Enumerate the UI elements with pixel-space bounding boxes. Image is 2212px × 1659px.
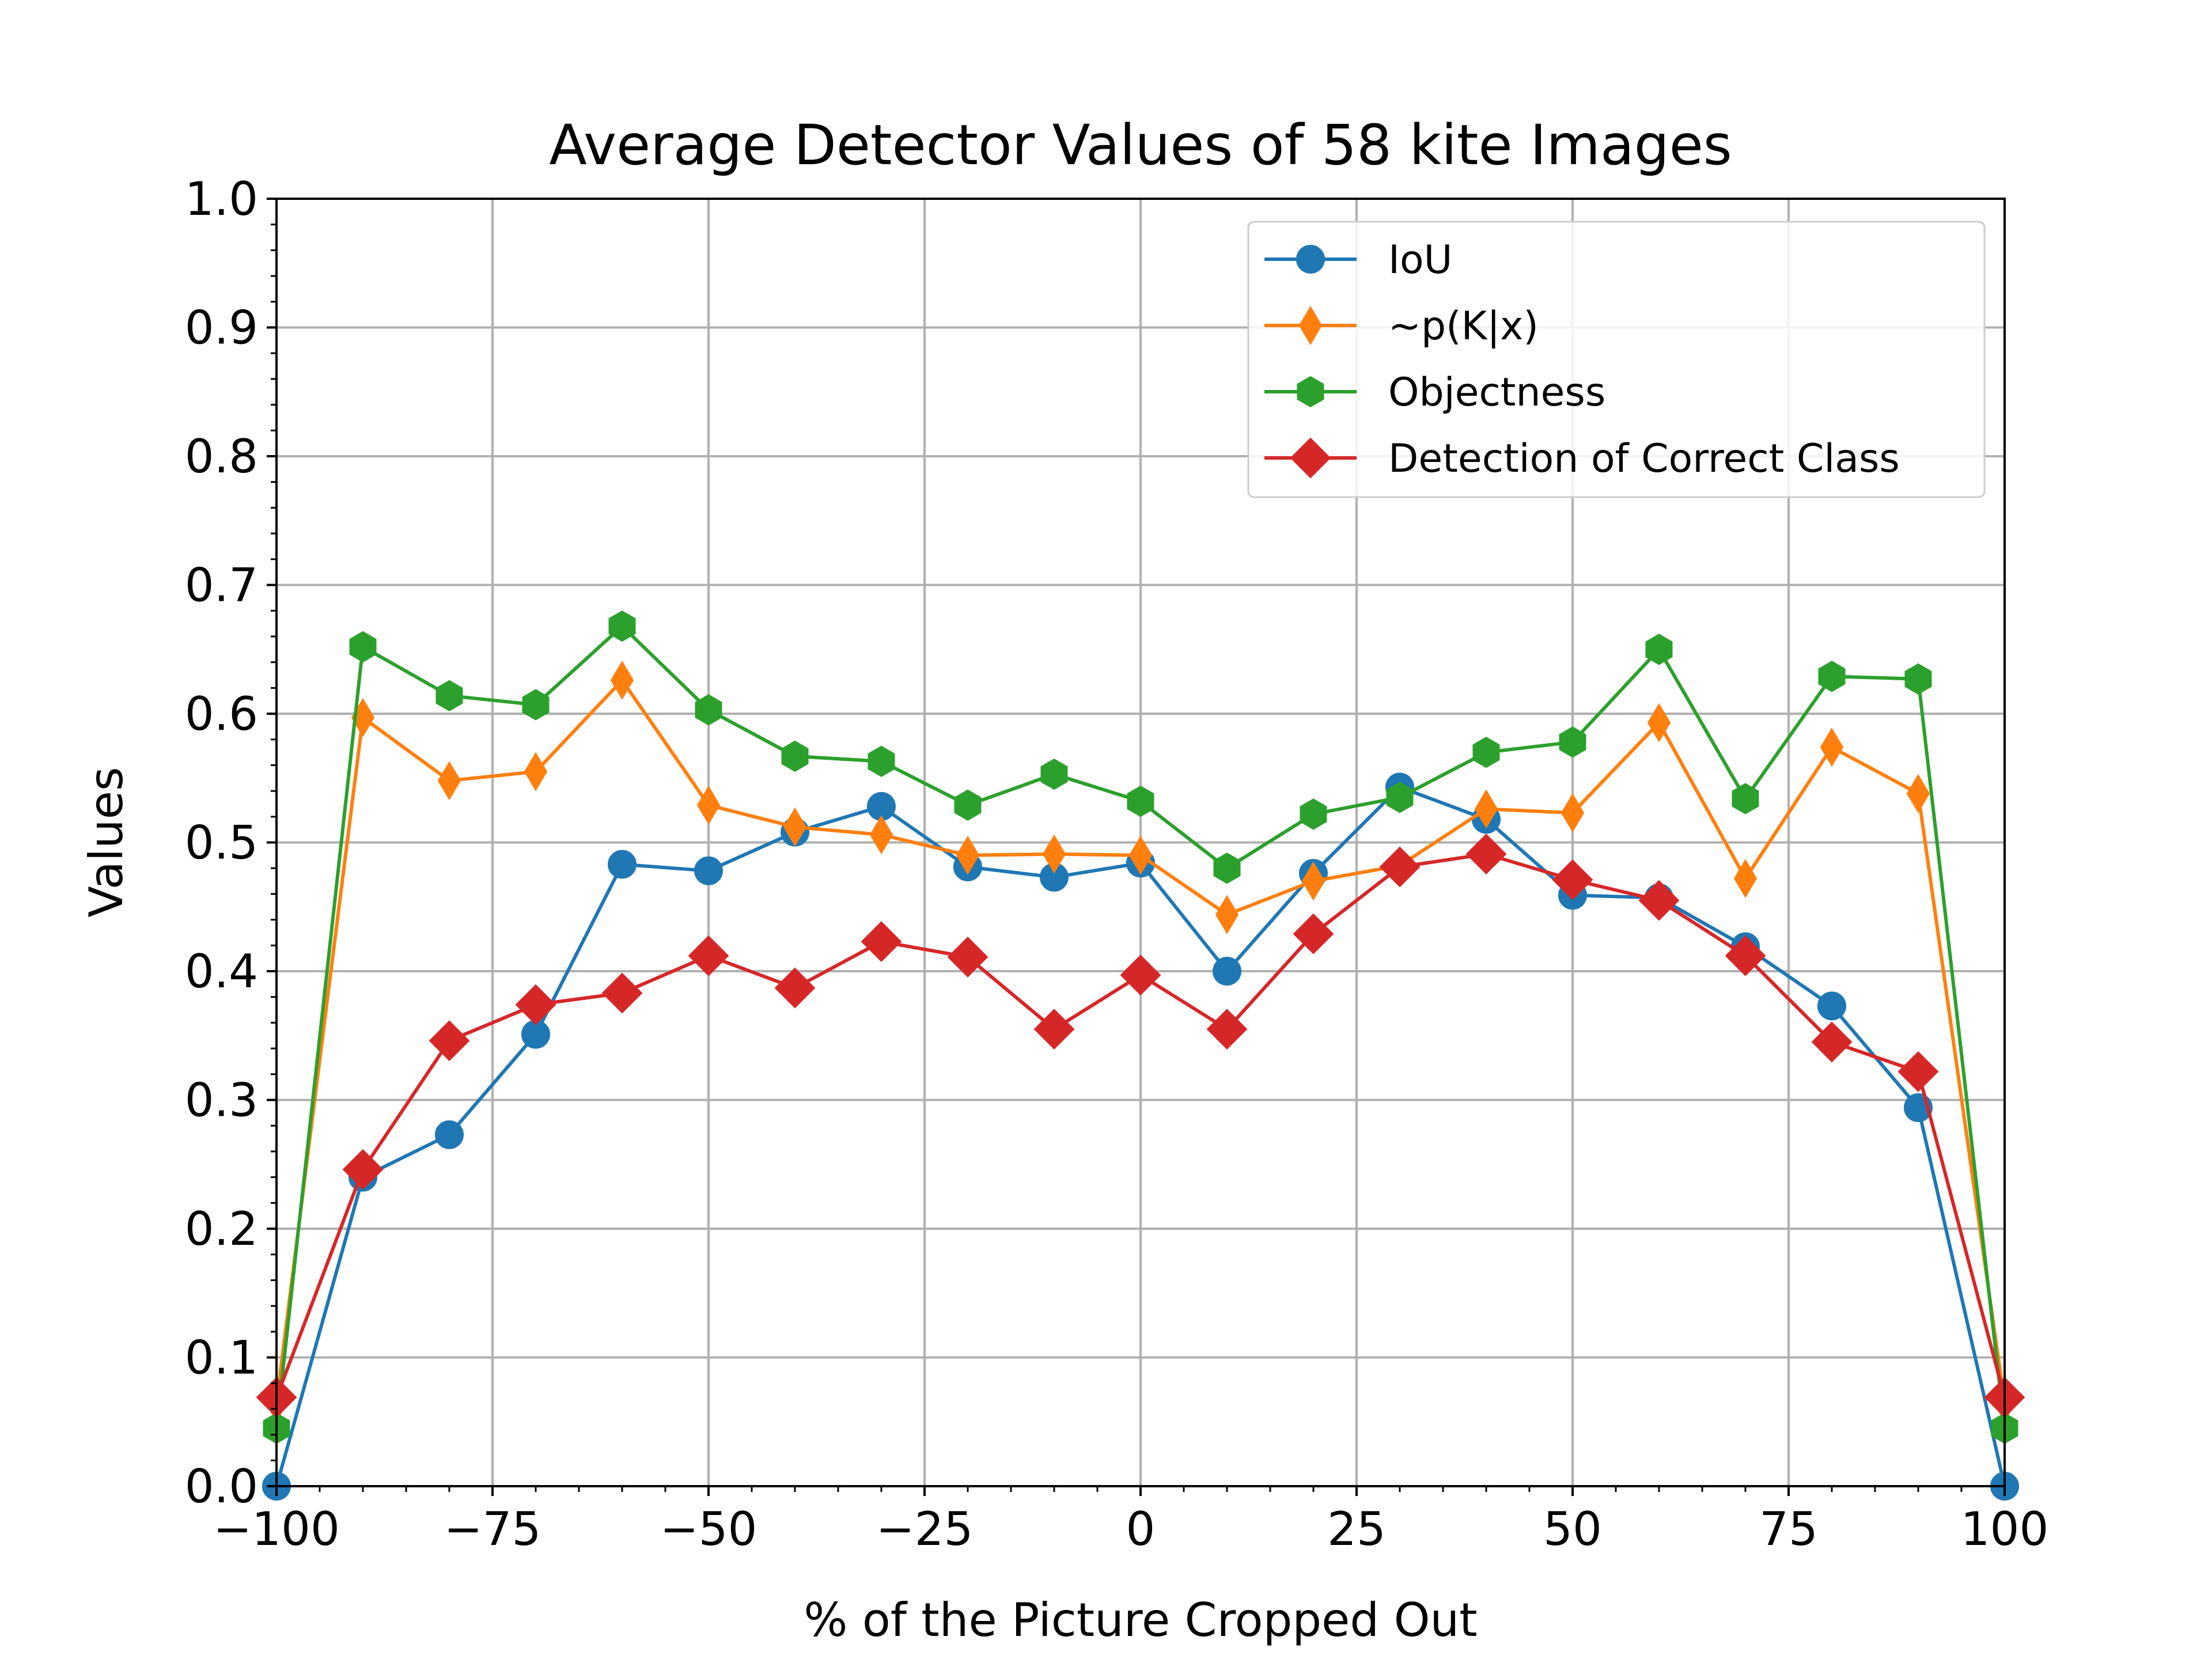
data-point (1817, 991, 1846, 1021)
data-point (1638, 880, 1680, 921)
legend-marker (1297, 376, 1324, 408)
data-point (601, 972, 643, 1014)
data-point (781, 740, 809, 772)
data-point (429, 1020, 470, 1062)
y-tick-label: 0.4 (185, 945, 258, 998)
data-point (349, 631, 377, 662)
data-point (1040, 758, 1068, 790)
data-point (1472, 736, 1500, 768)
legend: IoU ~p(K|x) Objectness Detection of Correct… (1247, 221, 1986, 498)
data-point (1215, 895, 1239, 934)
series-4 (256, 834, 2025, 1418)
data-point (1474, 789, 1498, 829)
x-tick-label: −25 (876, 1502, 974, 1556)
data-point (1552, 859, 1593, 900)
data-point (1213, 957, 1241, 986)
data-point (435, 680, 463, 711)
data-point (1120, 955, 1161, 996)
legend-marker (1298, 306, 1323, 345)
data-point (1379, 846, 1421, 888)
data-point (1811, 1021, 1853, 1063)
data-point (774, 967, 816, 1009)
data-point (696, 785, 721, 825)
data-point (1725, 935, 1766, 976)
data-point (956, 835, 980, 875)
data-point (1386, 782, 1414, 813)
x-tick-label: −75 (444, 1502, 541, 1556)
data-point (1033, 1009, 1075, 1050)
data-point (1645, 634, 1673, 665)
y-tick-label: 0.5 (185, 816, 258, 870)
data-point (1213, 853, 1241, 884)
data-point (1301, 861, 1325, 901)
data-point (861, 921, 902, 963)
data-point (435, 1120, 464, 1149)
data-point (947, 936, 988, 978)
data-point (694, 856, 723, 885)
plot-area (256, 610, 2025, 1501)
legend-marker (1296, 245, 1325, 274)
data-point (1559, 726, 1586, 758)
data-point (1732, 783, 1759, 815)
legend-label: Objectness (1388, 370, 1605, 415)
x-tick-label: 25 (1327, 1502, 1386, 1556)
data-point (608, 850, 637, 879)
y-tick-label: 0.0 (185, 1460, 258, 1513)
axis-ticks: −100 −75 −50 −25 0 25 50 75 100 0.0 0.1 0.2 0.3 0.4 0.… (185, 172, 2049, 1556)
data-point (1206, 1009, 1248, 1050)
data-point (1042, 834, 1066, 874)
data-point (954, 789, 982, 821)
data-point (688, 935, 729, 976)
data-point (1300, 798, 1327, 830)
data-point (342, 1149, 384, 1190)
y-tick-label: 1.0 (185, 172, 258, 226)
data-point (868, 745, 895, 777)
series-3 (263, 610, 2018, 1444)
data-point (1293, 913, 1334, 955)
data-point (783, 807, 807, 847)
x-tick-label: 75 (1759, 1502, 1818, 1556)
data-point (1904, 663, 1932, 695)
legend-label: Detection of Correct Class (1388, 436, 1900, 482)
x-tick-label: 100 (1961, 1502, 2049, 1556)
y-tick-label: 0.8 (185, 430, 258, 483)
y-tick-label: 0.9 (185, 301, 258, 355)
data-point (1906, 774, 1930, 813)
data-point (869, 815, 893, 855)
data-point (695, 694, 722, 726)
data-point (1560, 793, 1585, 833)
data-point (1820, 728, 1844, 767)
data-point (1465, 834, 1507, 875)
legend-box (1247, 221, 1986, 498)
data-point (608, 610, 636, 642)
data-point (610, 660, 634, 700)
y-axis-label: Values (79, 767, 133, 917)
x-tick-label: −100 (213, 1502, 340, 1556)
data-point (1733, 859, 1758, 899)
legend-label: ~p(K|x) (1388, 304, 1539, 349)
y-tick-label: 0.3 (185, 1074, 258, 1127)
data-point (437, 761, 461, 801)
y-tick-label: 0.6 (185, 687, 258, 741)
y-tick-label: 0.7 (185, 559, 258, 612)
data-point (1128, 835, 1153, 875)
x-axis-label: % of the Picture Cropped Out (804, 1593, 1477, 1647)
data-point (1127, 785, 1154, 817)
x-tick-label: −50 (660, 1502, 757, 1556)
data-point (1897, 1051, 1939, 1092)
x-tick-label: 50 (1543, 1502, 1602, 1556)
chart-title: Average Detector Values of 58 kite Image… (549, 113, 1732, 177)
data-point (524, 752, 548, 791)
data-point (1818, 661, 1846, 692)
y-tick-label: 0.1 (185, 1331, 258, 1385)
data-point (1647, 703, 1671, 743)
data-point (522, 689, 550, 721)
y-tick-label: 0.2 (185, 1202, 258, 1256)
x-tick-label: 0 (1126, 1502, 1156, 1556)
legend-label: IoU (1388, 237, 1452, 283)
legend-marker (1290, 437, 1331, 479)
data-point (515, 984, 556, 1025)
